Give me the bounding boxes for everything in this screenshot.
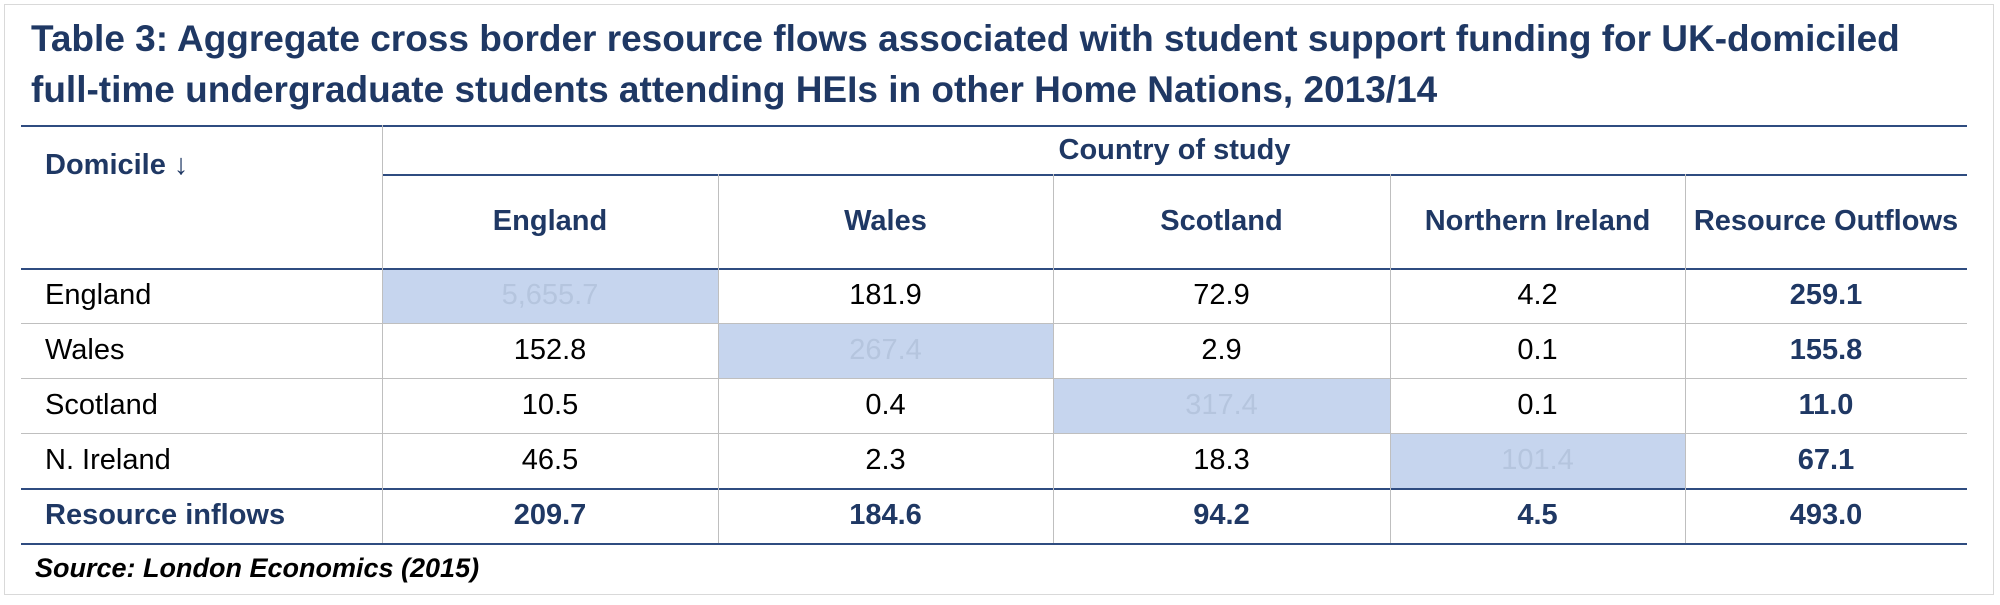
- column-header: Resource Outflows: [1693, 205, 1959, 237]
- data-cell: 259.1: [1789, 279, 1863, 311]
- column-header: Scotland: [1160, 205, 1283, 237]
- data-cell: 181.9: [849, 279, 922, 311]
- data-cell: 94.2: [1193, 499, 1250, 531]
- row-line: [21, 323, 1967, 324]
- data-cell: 267.4: [718, 323, 1053, 378]
- column-header: England: [492, 205, 608, 237]
- page: Table 3: Aggregate cross border resource…: [4, 4, 1994, 595]
- data-cell: 4.5: [1517, 499, 1558, 531]
- group-header: Country of study: [1058, 133, 1291, 166]
- row-header: Domicile ↓: [45, 149, 189, 181]
- data-cell: 317.4: [1053, 378, 1390, 433]
- col-line: [1685, 174, 1686, 543]
- col-line: [1053, 174, 1054, 543]
- source-note: Source: London Economics (2015): [35, 553, 480, 583]
- data-cell: 2.3: [865, 444, 906, 476]
- data-cell: 18.3: [1193, 444, 1250, 476]
- row-label: Scotland: [45, 389, 158, 421]
- data-cell: 184.6: [849, 499, 922, 531]
- rule: [382, 174, 1967, 176]
- data-cell: 11.0: [1798, 389, 1854, 421]
- data-cell: 155.8: [1789, 334, 1863, 366]
- data-cell: 46.5: [521, 444, 579, 476]
- data-cell: 5,655.7: [382, 268, 718, 323]
- row-line: [21, 378, 1967, 379]
- column-header: Northern Ireland: [1424, 205, 1651, 237]
- data-cell: 72.9: [1193, 279, 1250, 311]
- row-line: [21, 433, 1967, 434]
- data-cell: 209.7: [513, 499, 587, 531]
- col-line: [718, 174, 719, 543]
- data-cell: 101.4: [1390, 433, 1685, 488]
- rule: [21, 268, 1967, 270]
- rule: [21, 488, 1967, 490]
- data-cell: 152.8: [513, 334, 587, 366]
- col-line: [382, 125, 383, 543]
- column-header: Wales: [844, 205, 927, 237]
- row-label: Wales: [45, 334, 125, 366]
- row-label: England: [45, 279, 152, 311]
- data-cell: 0.1: [1517, 389, 1558, 421]
- col-line: [1390, 174, 1391, 543]
- data-cell: 0.4: [865, 389, 906, 421]
- rule: [21, 543, 1967, 545]
- row-label: Resource inflows: [45, 499, 286, 531]
- data-cell: 2.9: [1201, 334, 1242, 366]
- data-cell: 0.1: [1517, 334, 1558, 366]
- rule: [21, 125, 1967, 127]
- data-cell: 493.0: [1789, 499, 1863, 531]
- data-cell: 10.5: [521, 389, 579, 421]
- row-label: N. Ireland: [45, 444, 171, 476]
- data-cell: 4.2: [1517, 279, 1558, 311]
- table-title: Table 3: Aggregate cross border resource…: [31, 18, 1900, 110]
- data-cell: 67.1: [1797, 444, 1855, 476]
